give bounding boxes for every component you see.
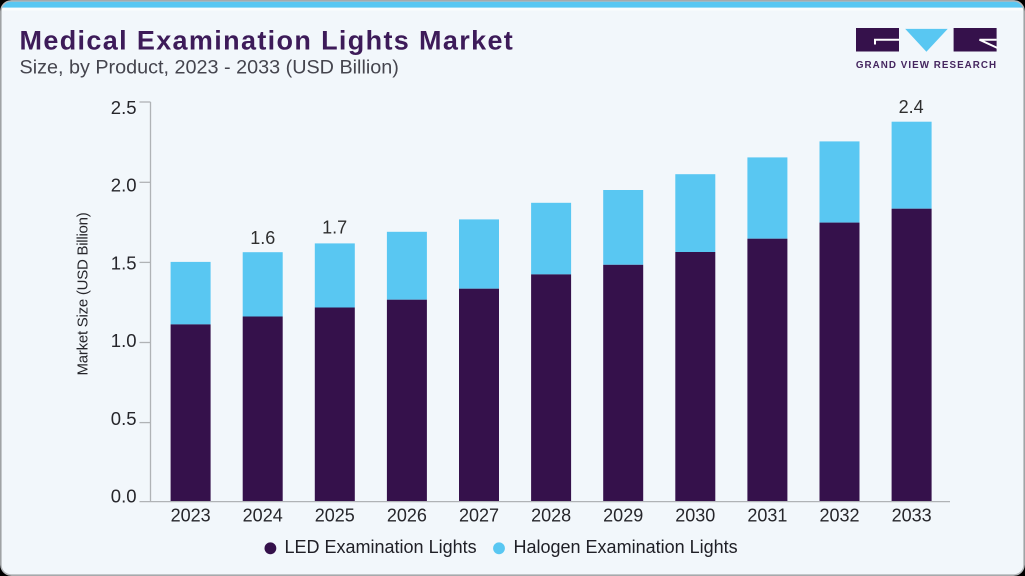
svg-text:2032: 2032: [819, 506, 859, 526]
svg-text:LED Examination Lights: LED Examination Lights: [285, 537, 477, 557]
svg-text:2027: 2027: [459, 506, 499, 526]
svg-text:2025: 2025: [315, 506, 355, 526]
svg-text:1.5: 1.5: [111, 252, 137, 273]
svg-text:2029: 2029: [603, 506, 643, 526]
svg-text:Size, by Product, 2023 - 2033: Size, by Product, 2023 - 2033 (USD Billi…: [20, 57, 399, 79]
svg-text:Market Size (USD Billion): Market Size (USD Billion): [75, 212, 92, 375]
svg-text:1.7: 1.7: [322, 217, 347, 237]
svg-text:1.6: 1.6: [250, 228, 275, 248]
svg-text:2030: 2030: [675, 506, 715, 526]
svg-text:2028: 2028: [531, 506, 571, 526]
svg-text:Medical Examination Lights Mar: Medical Examination Lights Market: [20, 26, 515, 56]
svg-text:2.4: 2.4: [899, 97, 924, 117]
svg-text:2031: 2031: [747, 506, 787, 526]
svg-text:1.0: 1.0: [111, 330, 137, 351]
svg-text:0.5: 0.5: [111, 408, 137, 429]
svg-text:2.5: 2.5: [111, 97, 137, 118]
svg-text:2026: 2026: [387, 506, 427, 526]
svg-text:Halogen Examination Lights: Halogen Examination Lights: [514, 537, 738, 557]
svg-text:GRAND VIEW RESEARCH: GRAND VIEW RESEARCH: [856, 60, 997, 71]
svg-text:2.0: 2.0: [111, 175, 137, 196]
svg-text:2033: 2033: [892, 506, 932, 526]
svg-text:2023: 2023: [171, 506, 211, 526]
svg-text:0.0: 0.0: [111, 486, 137, 507]
svg-text:2024: 2024: [243, 506, 283, 526]
